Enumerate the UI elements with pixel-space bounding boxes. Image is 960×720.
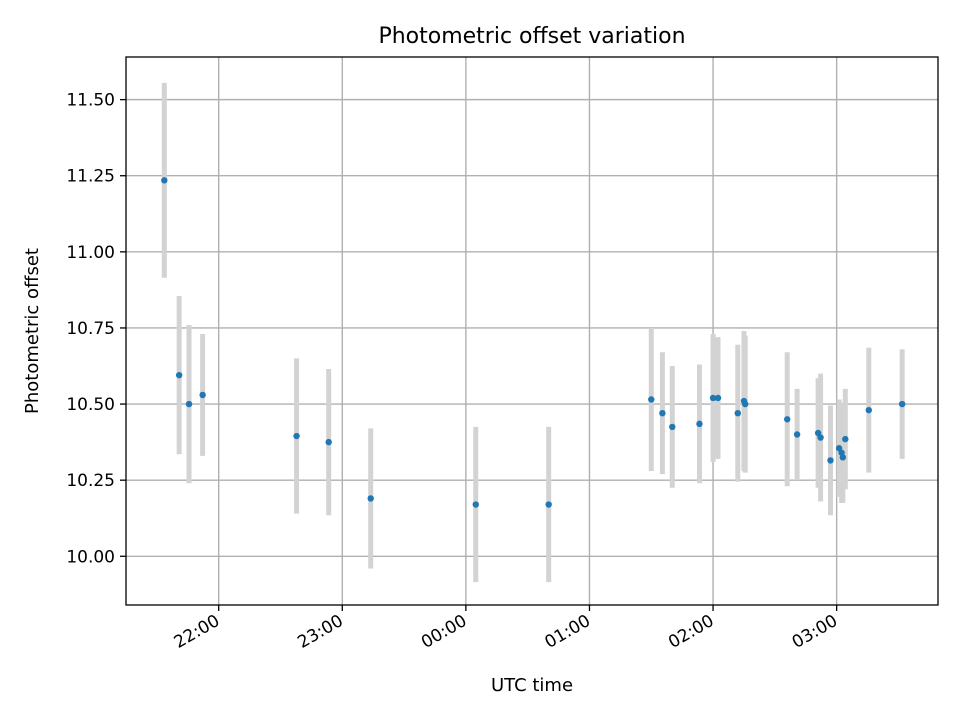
y-tick-label: 11.50 xyxy=(66,91,115,111)
x-tick-label: 23:00 xyxy=(294,611,346,653)
data-points xyxy=(161,177,906,508)
data-point xyxy=(659,410,666,417)
x-tick-label: 03:00 xyxy=(789,611,841,653)
data-point xyxy=(817,434,824,441)
y-axis-label: Photometric offset xyxy=(22,248,43,414)
data-point xyxy=(161,177,168,184)
y-axis-ticks: 10.00 10.25 10.50 10.75 11.00 11.25 11.50 xyxy=(66,91,126,567)
x-tick-label: 02:00 xyxy=(665,611,717,653)
data-point xyxy=(199,391,206,399)
y-tick-label: 10.00 xyxy=(66,547,115,567)
data-point xyxy=(669,423,676,431)
x-tick-label: 22:00 xyxy=(171,611,223,653)
data-point xyxy=(545,501,552,508)
y-tick-label: 11.25 xyxy=(66,167,115,187)
data-point xyxy=(185,400,193,408)
data-point xyxy=(741,400,749,408)
y-tick-label: 10.75 xyxy=(66,319,115,339)
data-point xyxy=(472,501,479,508)
x-tick-label: 01:00 xyxy=(542,611,594,653)
data-point xyxy=(367,495,374,502)
data-point xyxy=(325,438,332,446)
data-point xyxy=(827,457,834,464)
y-tick-label: 10.25 xyxy=(66,471,115,491)
data-point xyxy=(714,394,722,402)
grid-lines xyxy=(126,57,938,605)
data-point xyxy=(784,416,791,423)
data-point xyxy=(734,410,741,417)
data-point xyxy=(865,406,872,414)
plot-frame xyxy=(125,56,939,606)
data-point xyxy=(842,435,849,443)
data-point xyxy=(898,400,906,408)
x-axis-label: UTC time xyxy=(491,675,573,696)
data-point xyxy=(293,432,300,440)
data-point xyxy=(839,454,847,461)
data-point xyxy=(793,431,801,438)
y-tick-label: 11.00 xyxy=(66,243,115,263)
data-point xyxy=(709,394,717,402)
data-point xyxy=(175,371,183,379)
x-axis-ticks: 22:00 23:00 00:00 01:00 02:00 03:00 xyxy=(171,605,841,653)
x-tick-label: 00:00 xyxy=(418,611,470,653)
chart-title: Photometric offset variation xyxy=(378,24,685,49)
data-point xyxy=(696,420,703,428)
y-tick-label: 10.50 xyxy=(66,395,115,415)
data-point xyxy=(648,396,655,403)
error-bars xyxy=(161,82,905,583)
